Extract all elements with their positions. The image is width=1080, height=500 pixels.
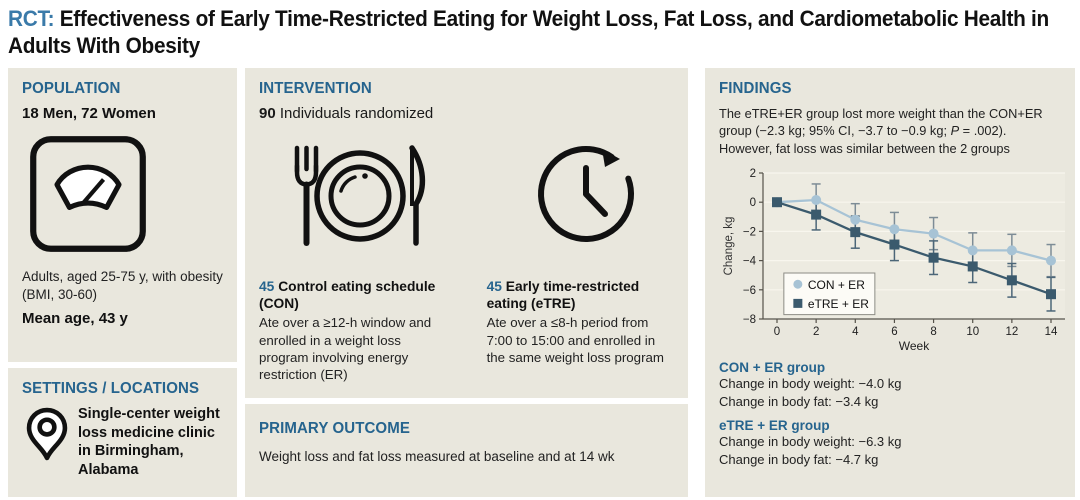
svg-text:4: 4	[852, 326, 859, 338]
population-header: POPULATION	[22, 80, 121, 97]
weight-scale-icon	[26, 132, 223, 256]
weight-change-chart: 2 0 −2 −4 −6 −8 0 2 4 6 8 10 12 14 Week Change, kg CON +…	[723, 168, 1065, 353]
population-panel: POPULATION 18 Men, 72 Women Adults, aged…	[8, 68, 237, 362]
svg-text:12: 12	[1005, 326, 1018, 338]
etre-group-count: 45	[486, 279, 502, 294]
findings-header: FINDINGS	[719, 80, 792, 97]
con-results-block: CON + ER group Change in body weight: −4…	[719, 360, 1061, 411]
population-description: Adults, aged 25-75 y, with obesity (BMI,…	[22, 269, 223, 302]
population-mean-age: Mean age, 43 y	[22, 309, 128, 327]
svg-text:eTRE + ER: eTRE + ER	[808, 297, 869, 311]
etre-weight-change: Change in body weight: −6.3 kg	[719, 433, 902, 449]
primary-outcome-text: Weight loss and fat loss measured at bas…	[259, 449, 615, 464]
svg-text:CON + ER: CON + ER	[808, 278, 865, 292]
title-text: Effectiveness of Early Time-Restricted E…	[8, 6, 1049, 58]
svg-text:Week: Week	[899, 339, 930, 353]
primary-outcome-panel: PRIMARY OUTCOME Weight loss and fat loss…	[245, 404, 688, 497]
page-title: RCT: Effectiveness of Early Time-Restric…	[8, 6, 1071, 60]
findings-p-symbol: P	[950, 123, 960, 139]
rct-tag: RCT:	[8, 6, 55, 31]
intervention-panel: INTERVENTION 90 Individuals randomized	[245, 68, 688, 398]
svg-text:10: 10	[966, 326, 979, 338]
svg-text:14: 14	[1045, 326, 1058, 338]
findings-summary: The eTRE+ER group lost more weight than …	[719, 105, 1063, 157]
etre-results-name: eTRE + ER group	[719, 417, 830, 433]
settings-panel: SETTINGS / LOCATIONS Single-center weigh…	[8, 368, 237, 497]
findings-summary-text: The eTRE+ER group lost more weight than …	[719, 106, 1043, 139]
svg-text:6: 6	[891, 326, 897, 338]
svg-text:−2: −2	[743, 226, 756, 238]
intervention-header: INTERVENTION	[259, 80, 372, 97]
intervention-count-line: 90 Individuals randomized	[259, 105, 674, 122]
con-results-name: CON + ER group	[719, 359, 826, 375]
etre-fat-change: Change in body fat: −4.7 kg	[719, 451, 879, 467]
population-counts: 18 Men, 72 Women	[22, 105, 156, 122]
svg-text:8: 8	[930, 326, 936, 338]
svg-text:Change, kg: Change, kg	[723, 216, 735, 275]
svg-text:−8: −8	[743, 314, 756, 326]
etre-group-description: Ate over a ≤8-h period from 7:00 to 15:0…	[486, 315, 664, 366]
etre-group-block: 45 Early time-restricted eating (eTRE) A…	[487, 278, 674, 384]
con-fat-change: Change in body fat: −3.4 kg	[719, 393, 879, 409]
location-pin-icon	[26, 407, 68, 461]
svg-text:−6: −6	[743, 285, 756, 297]
randomized-label: Individuals randomized	[275, 105, 434, 122]
con-group-description: Ate over a ≥12-h window and enrolled in …	[259, 315, 432, 383]
svg-text:0: 0	[774, 326, 780, 338]
meal-plate-icon	[294, 145, 426, 246]
primary-outcome-header: PRIMARY OUTCOME	[259, 420, 410, 437]
findings-summary-text2: = .002). However, fat loss was similar b…	[719, 123, 1010, 156]
clock-arrow-icon	[538, 145, 634, 242]
etre-results-block: eTRE + ER group Change in body weight: −…	[719, 418, 1061, 469]
svg-text:0: 0	[750, 197, 756, 209]
randomized-count: 90	[259, 105, 276, 122]
con-group-count: 45	[259, 279, 275, 294]
findings-panel: FINDINGS The eTRE+ER group lost more wei…	[705, 68, 1075, 497]
settings-header: SETTINGS / LOCATIONS	[22, 380, 200, 397]
con-group-title: Control eating schedule (CON)	[259, 279, 436, 312]
con-weight-change: Change in body weight: −4.0 kg	[719, 375, 902, 391]
settings-text: Single-center weight loss medicine clini…	[78, 406, 220, 478]
etre-group-title: Early time-restricted eating (eTRE)	[486, 279, 640, 312]
svg-text:−4: −4	[743, 255, 757, 267]
con-group-block: 45 Control eating schedule (CON) Ate ove…	[259, 278, 443, 384]
svg-text:2: 2	[813, 326, 819, 338]
svg-text:2: 2	[750, 168, 756, 180]
